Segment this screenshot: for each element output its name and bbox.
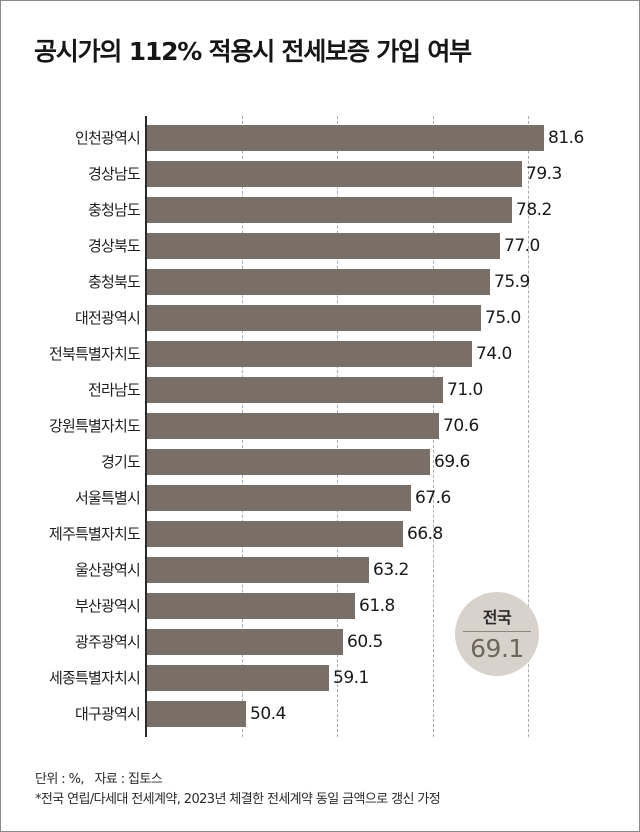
value-label: 63.2 (373, 560, 409, 580)
bar-row: 경상남도 79.3 (0, 161, 640, 187)
value-label: 78.2 (516, 200, 552, 220)
gridline (528, 116, 529, 737)
value-label: 69.6 (434, 452, 470, 472)
badge-value: 69.1 (470, 634, 524, 663)
bar-row: 세종특별자치시 59.1 (0, 665, 640, 691)
bar (147, 449, 430, 475)
category-label: 부산광역시 (74, 597, 141, 615)
bar-row: 전북특별자치도 74.0 (0, 341, 640, 367)
category-label: 광주광역시 (74, 633, 141, 651)
category-label: 울산광역시 (74, 561, 141, 579)
chart-title: 공시가의 112% 적용시 전세보증 가입 여부 (34, 37, 472, 66)
bar (147, 557, 369, 583)
value-label: 71.0 (447, 380, 483, 400)
bar-row: 충청남도 78.2 (0, 197, 640, 223)
bar (147, 197, 512, 223)
assumption-note: *전국 연립/다세대 전세계약, 2023년 체결한 전세계약 동일 금액으로 … (35, 792, 441, 807)
chart-footer: 단위 : %, 자료 : 집토스 *전국 연립/다세대 전세계약, 2023년 … (35, 770, 441, 810)
category-label: 강원특별자치도 (48, 417, 141, 435)
y-axis-line (145, 116, 147, 737)
bar (147, 125, 544, 151)
bar-row: 광주광역시 60.5 (0, 629, 640, 655)
value-label: 75.9 (494, 272, 530, 292)
bar-row: 부산광역시 61.8 (0, 593, 640, 619)
bar-row: 경기도 69.6 (0, 449, 640, 475)
value-label: 74.0 (476, 344, 512, 364)
bar-row: 대전광역시 75.0 (0, 305, 640, 331)
bar-row: 인천광역시 81.6 (0, 125, 640, 151)
value-label: 66.8 (407, 524, 443, 544)
national-average-badge: 전국 69.1 (455, 592, 539, 676)
category-label: 전라남도 (87, 381, 141, 399)
value-label: 61.8 (359, 596, 395, 616)
category-label: 인천광역시 (74, 129, 141, 147)
category-label: 충청남도 (87, 201, 141, 219)
bar (147, 233, 500, 259)
value-label: 60.5 (347, 632, 383, 652)
value-label: 50.4 (250, 704, 286, 724)
category-label: 세종특별자치시 (48, 669, 141, 687)
bar (147, 161, 522, 187)
bar (147, 701, 246, 727)
bar (147, 521, 403, 547)
category-label: 서울특별시 (74, 489, 141, 507)
bar (147, 593, 355, 619)
bar-row: 충청북도 75.9 (0, 269, 640, 295)
value-label: 81.6 (548, 128, 584, 148)
badge-divider (463, 631, 531, 632)
category-label: 경상남도 (87, 165, 141, 183)
bar (147, 413, 439, 439)
bar-row: 대구광역시 50.4 (0, 701, 640, 727)
bar-row: 경상북도 77.0 (0, 233, 640, 259)
category-label: 전북특별자치도 (48, 345, 141, 363)
value-label: 79.3 (526, 164, 562, 184)
bar (147, 269, 490, 295)
category-label: 경기도 (100, 453, 141, 471)
bar (147, 305, 481, 331)
category-label: 충청북도 (87, 273, 141, 291)
bar-row: 강원특별자치도 70.6 (0, 413, 640, 439)
bar-row: 서울특별시 67.6 (0, 485, 640, 511)
value-label: 70.6 (443, 416, 479, 436)
value-label: 75.0 (485, 308, 521, 328)
bar-row: 제주특별자치도 66.8 (0, 521, 640, 547)
category-label: 제주특별자치도 (48, 525, 141, 543)
category-label: 대전광역시 (74, 309, 141, 327)
bar (147, 629, 343, 655)
unit-source-note: 단위 : %, 자료 : 집토스 (35, 772, 163, 787)
category-label: 경상북도 (87, 237, 141, 255)
badge-label: 전국 (482, 608, 512, 627)
category-label: 대구광역시 (74, 705, 141, 723)
bar (147, 665, 329, 691)
value-label: 67.6 (415, 488, 451, 508)
value-label: 77.0 (504, 236, 540, 256)
bar-row: 울산광역시 63.2 (0, 557, 640, 583)
bar-row: 전라남도 71.0 (0, 377, 640, 403)
bar (147, 485, 411, 511)
value-label: 59.1 (333, 668, 369, 688)
bar (147, 377, 443, 403)
bar (147, 341, 472, 367)
